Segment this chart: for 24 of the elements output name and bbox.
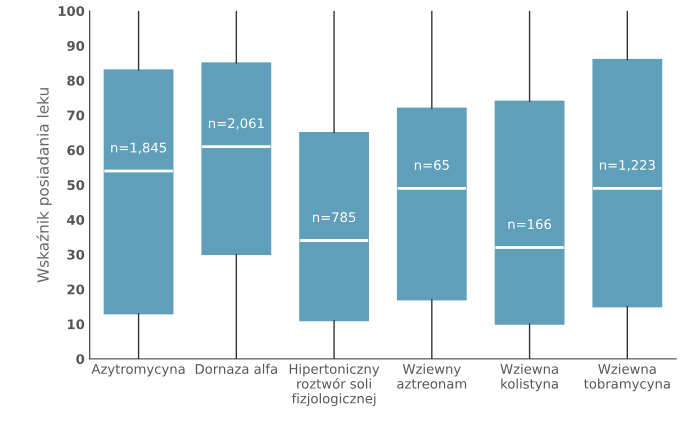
x-tick-label: Azytromycyna: [92, 364, 185, 377]
annotation: n=166: [508, 219, 552, 230]
y-tick-label: 30: [67, 250, 84, 260]
y-tick-label: 60: [67, 145, 84, 156]
annotation: n=785: [312, 212, 356, 222]
y-tick-label: 20: [68, 284, 84, 294]
y-tick-label: 50: [67, 180, 84, 190]
x-tick-label: Hipertoniczny roztwór soli fizjologicznej: [290, 364, 380, 406]
y-tick-label: 80: [67, 76, 84, 86]
x-tick-label: Dornaza alfa: [196, 364, 277, 374]
y-tick-label: 70: [67, 110, 84, 120]
x-tick-label: Wziewny aztreonam: [397, 364, 466, 389]
x-tick-label: Wziewna tobramycyna: [584, 364, 670, 392]
y-tick-label: 40: [67, 214, 84, 225]
annotation: n=1,223: [600, 160, 655, 172]
y-tick-label: 90: [67, 40, 84, 51]
y-tick-label: 0: [76, 354, 84, 364]
annotation: n=2,061: [208, 118, 264, 130]
y-tick-label: 100: [58, 6, 84, 16]
annotation: n=1,845: [111, 142, 166, 154]
x-tick-label: Wziewna kolistyna: [500, 364, 558, 392]
annotation: n=65: [414, 160, 449, 170]
y-axis-title: Wskaźnik posiadania leku: [36, 88, 52, 282]
y-tick-label: 10: [68, 319, 84, 330]
